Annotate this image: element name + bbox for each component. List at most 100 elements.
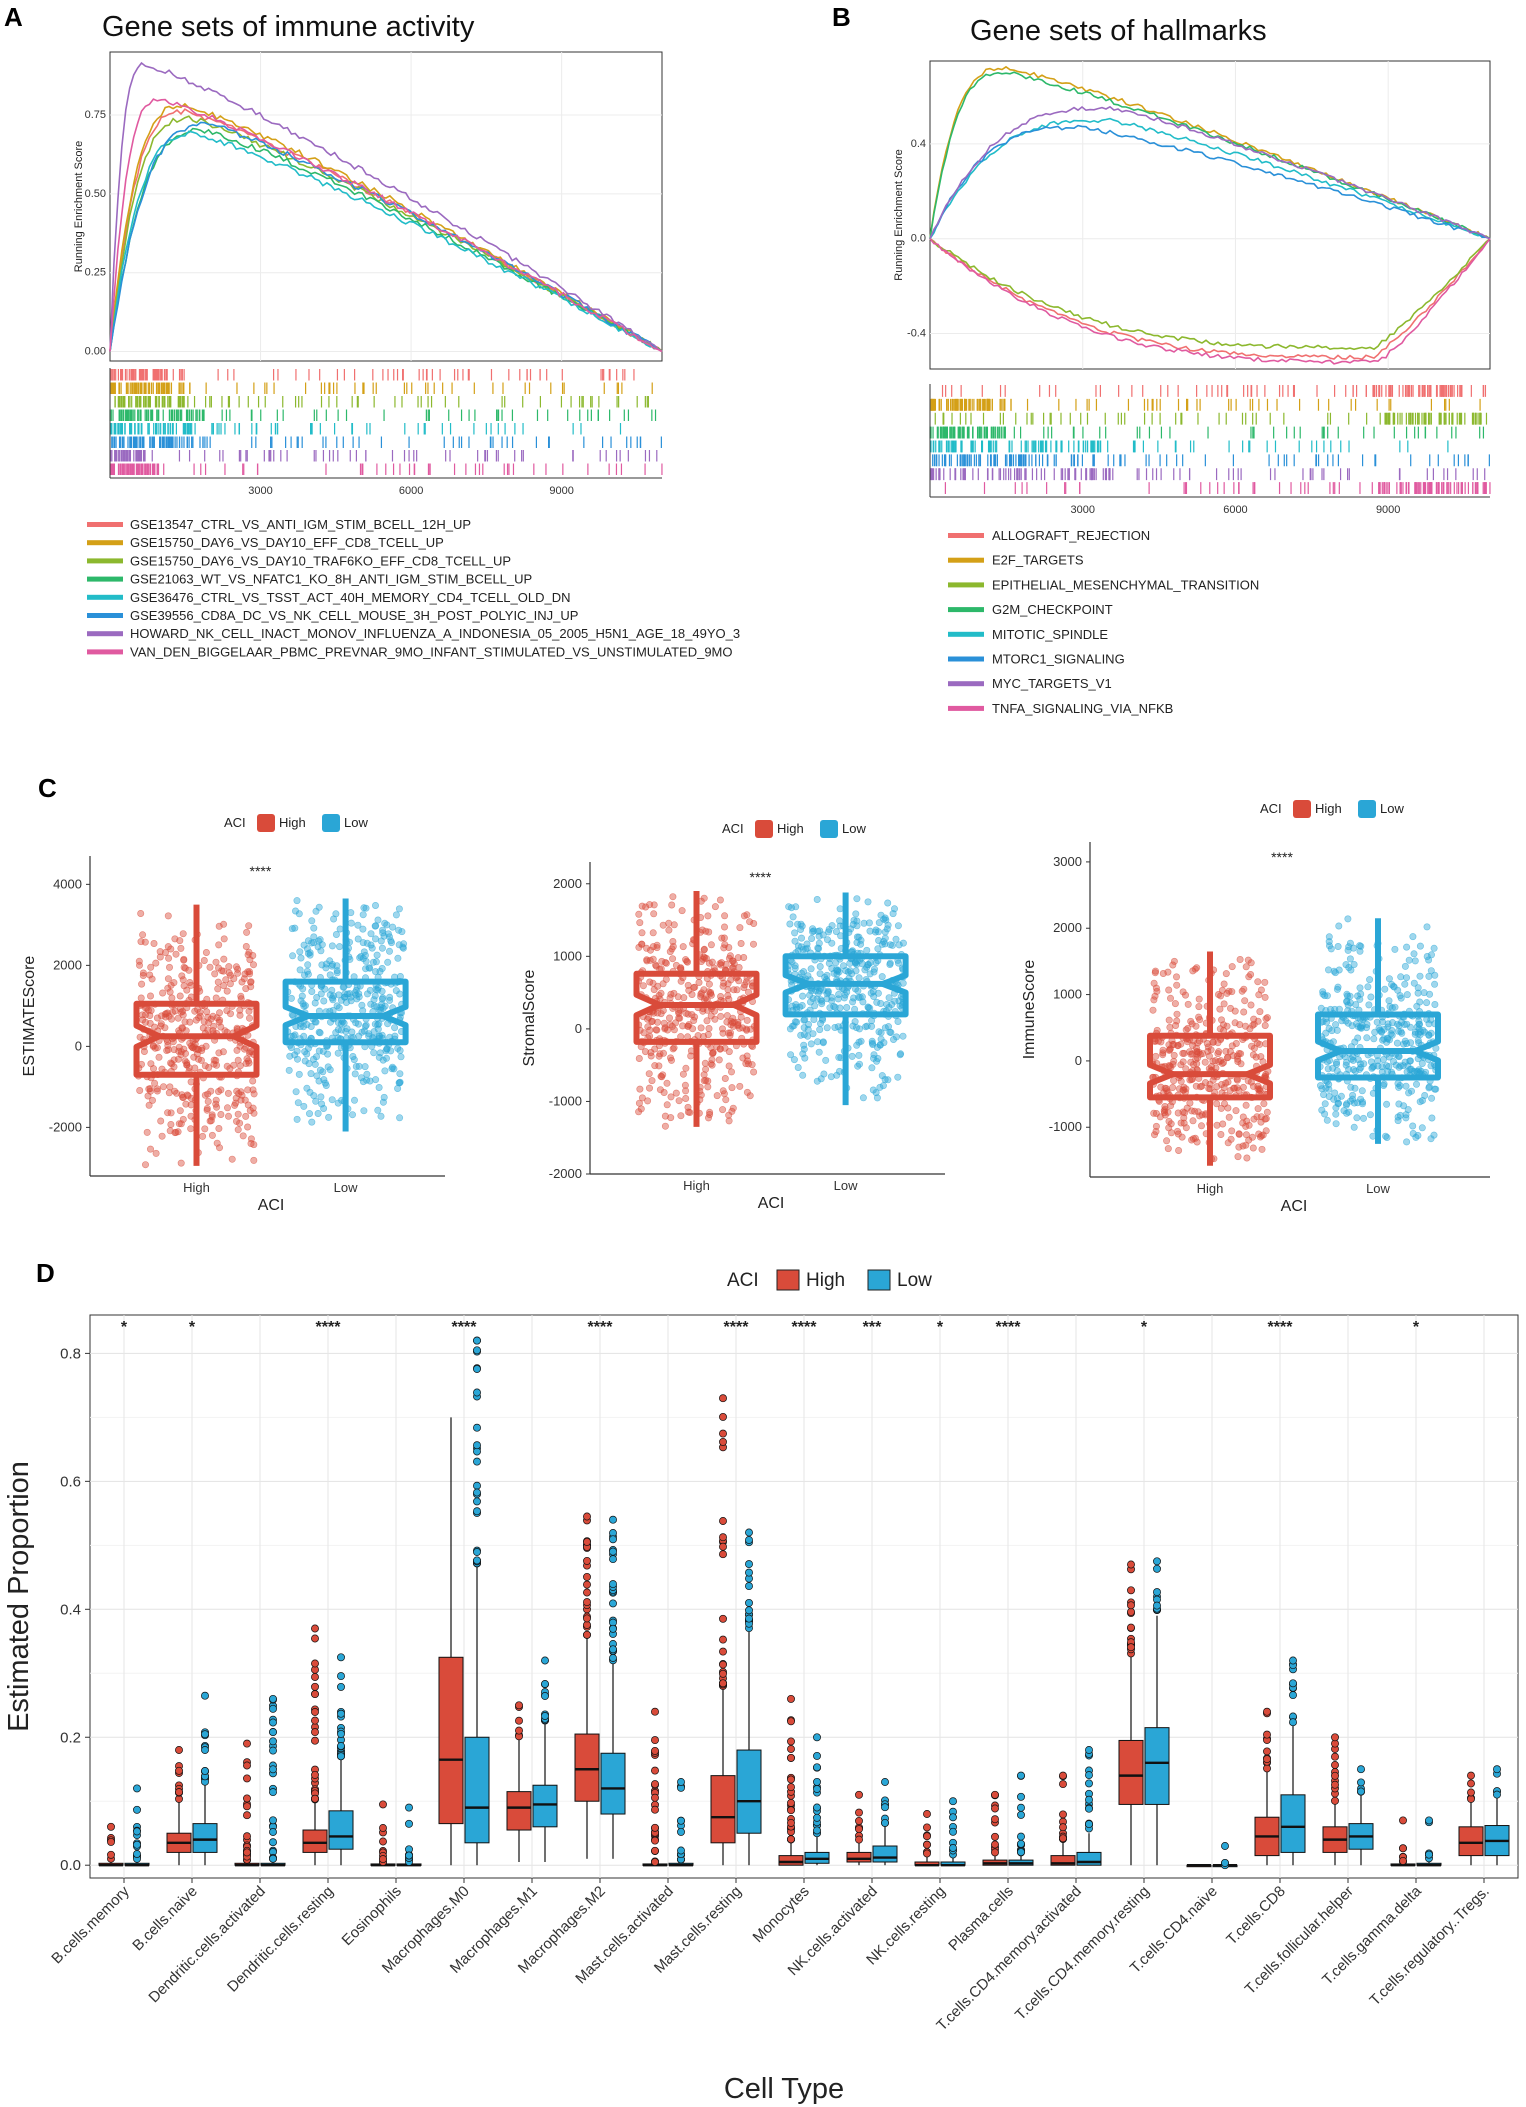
gC3-point xyxy=(1354,1034,1362,1042)
gC2-point xyxy=(703,1017,711,1025)
d-outlier xyxy=(201,1730,209,1739)
d-outlier xyxy=(1467,1771,1475,1780)
gC3-point xyxy=(1366,976,1374,984)
gC1-point xyxy=(352,1063,360,1071)
gC3-point xyxy=(1428,951,1436,959)
gC2-point xyxy=(826,1004,834,1012)
gC3-point xyxy=(1356,947,1364,955)
gC1-point xyxy=(217,1086,225,1094)
d-outlier xyxy=(1331,1771,1339,1780)
gC2-point xyxy=(646,946,654,954)
gC1-point xyxy=(139,971,147,979)
gC3-point xyxy=(1344,915,1352,923)
gC3-legend-key-high xyxy=(1293,800,1311,818)
gC3-point xyxy=(1325,966,1333,974)
gC2-point xyxy=(855,1025,863,1033)
gC3-point xyxy=(1350,1123,1358,1131)
gC3-point xyxy=(1426,990,1434,998)
gC2-point xyxy=(723,1012,731,1020)
gC1-point xyxy=(206,963,214,971)
gC1-point xyxy=(153,1087,161,1095)
gC3-point xyxy=(1249,1051,1257,1059)
gC2-point xyxy=(649,943,657,951)
gC1-ylabel: ESTIMATEScore xyxy=(21,956,38,1077)
gC1-point xyxy=(319,1068,327,1076)
gC2-point xyxy=(646,1026,654,1034)
gC2-point xyxy=(684,1022,692,1030)
gC3-point xyxy=(1393,1039,1401,1047)
gC3-point xyxy=(1236,955,1244,963)
gC2-point xyxy=(654,1018,662,1026)
gC2-point xyxy=(878,973,886,981)
gC3-point xyxy=(1255,991,1263,999)
gC1-point xyxy=(368,944,376,952)
gC1-point xyxy=(215,1049,223,1057)
gA-legend-key xyxy=(87,631,123,637)
gC1-point xyxy=(238,978,246,986)
gC3-point xyxy=(1219,1120,1227,1128)
gC2-point xyxy=(636,919,644,927)
gC3-point xyxy=(1161,1109,1169,1117)
d-outlier xyxy=(1263,1747,1271,1756)
gC3-point xyxy=(1196,1016,1204,1024)
gC2-point xyxy=(669,942,677,950)
gC1-point xyxy=(178,972,186,980)
d-outlier xyxy=(1263,1764,1271,1773)
gC1-point xyxy=(236,1011,244,1019)
gC1-point xyxy=(391,1024,399,1032)
gC1-point xyxy=(295,910,303,918)
gC2-point xyxy=(800,1031,808,1039)
gC3-point xyxy=(1166,1023,1174,1031)
d-outlier xyxy=(473,1548,481,1556)
gC1-point xyxy=(139,931,147,939)
gC3-point xyxy=(1234,1058,1242,1066)
gC2-point xyxy=(834,966,842,974)
gC1-point xyxy=(175,1047,183,1055)
gC2-point xyxy=(823,990,831,998)
d-outlier xyxy=(1059,1834,1067,1843)
gC3-point xyxy=(1347,1097,1355,1105)
gC1-point xyxy=(144,1006,152,1014)
gC3-point xyxy=(1344,1001,1352,1009)
gC2-point xyxy=(659,921,667,929)
gC1-point xyxy=(165,1089,173,1097)
d-outlier xyxy=(719,1533,727,1542)
gC3-point xyxy=(1324,1065,1332,1073)
gC2-point xyxy=(656,1050,664,1058)
gC3-xtick-label: High xyxy=(1197,1181,1224,1196)
gC1-point xyxy=(303,1084,311,1092)
gC3-point xyxy=(1347,1083,1355,1091)
gC1-point xyxy=(305,1110,313,1118)
gC1-point xyxy=(286,1052,294,1060)
gC2-point xyxy=(667,1114,675,1122)
gC3-point xyxy=(1325,938,1333,946)
gC2-point xyxy=(813,995,821,1003)
d-box-low-1 xyxy=(192,1823,218,1853)
gC2-point xyxy=(790,1022,798,1030)
gC3-point xyxy=(1410,979,1418,987)
gC3-point xyxy=(1253,1113,1261,1121)
gC1-point xyxy=(373,1003,381,1011)
gC2-point xyxy=(836,905,844,913)
gC2-point xyxy=(735,977,743,985)
gC1-point xyxy=(156,948,164,956)
gC2-point xyxy=(876,1083,884,1091)
gC2-point xyxy=(750,1068,758,1076)
gC1-point xyxy=(223,987,231,995)
gC2-point xyxy=(855,974,863,982)
gC2-point xyxy=(728,964,736,972)
d-outlier xyxy=(719,1394,727,1403)
gC1-point xyxy=(298,992,306,1000)
d-outlier xyxy=(311,1716,319,1725)
gC3-point xyxy=(1384,1023,1392,1031)
gC2-point xyxy=(881,1024,889,1032)
gC1-ytick-label: 2000 xyxy=(53,957,82,972)
gC1-point xyxy=(236,1062,244,1070)
gC1-point xyxy=(168,994,176,1002)
gC2-point xyxy=(725,1111,733,1119)
gC1-point xyxy=(320,1076,328,1084)
gC1-point xyxy=(358,1001,366,1009)
gC3-point xyxy=(1427,1135,1435,1143)
gA-ytick-label: 0.50 xyxy=(85,188,106,200)
gC3-point xyxy=(1418,1060,1426,1068)
